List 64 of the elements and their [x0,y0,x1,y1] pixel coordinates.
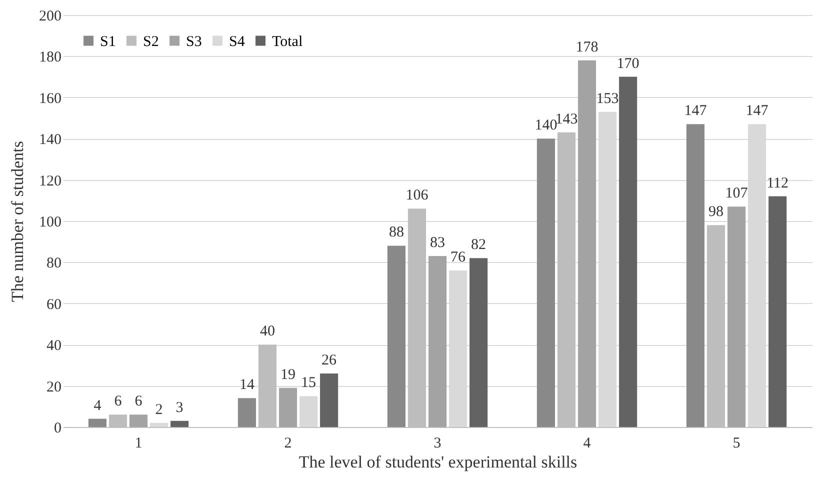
legend-label: S2 [143,34,159,50]
data-label: 112 [766,175,789,192]
data-label: 6 [134,394,143,410]
data-label: 178 [576,39,598,56]
x-tick-label: 4 [583,436,592,452]
data-label: 3 [176,400,184,416]
bar [170,420,189,427]
y-tick-label: 40 [46,338,62,354]
legend-label: S1 [100,34,116,50]
data-label: 153 [596,90,619,107]
bar [470,258,488,427]
y-tick-label: 180 [39,50,62,66]
bar [387,246,406,427]
legend-label: Total [272,34,303,50]
bar [686,124,704,427]
legend-label: S3 [186,34,202,50]
bar [238,398,256,427]
data-label: 2 [155,402,163,418]
data-label: 83 [430,235,445,252]
bar [578,60,596,427]
data-label: 106 [406,188,429,204]
data-label: 147 [746,103,769,120]
data-label: 140 [534,118,558,134]
data-label: 40 [260,324,275,340]
bar [768,196,787,427]
bar [150,422,168,427]
y-tick-label: 80 [46,256,62,272]
data-label: 98 [708,204,724,220]
data-label: 88 [388,224,404,241]
data-label: 170 [616,56,640,72]
bar [129,414,148,427]
x-tick-label: 1 [134,436,142,452]
bar [619,76,638,427]
data-label: 15 [301,375,316,392]
bar [727,206,746,427]
x-axis-title: The level of students' experimental skills [298,452,578,472]
x-tick-label: 2 [284,436,292,452]
data-label: 26 [322,352,338,368]
y-tick-label: 140 [39,132,62,148]
data-label: 6 [114,394,122,410]
y-axis-title: The number of students [8,141,27,302]
y-tick-label: 200 [39,8,62,24]
bar [278,388,298,427]
y-tick-label: 160 [39,90,62,107]
y-tick-label: 120 [39,173,62,190]
bar [299,396,318,427]
y-tick-label: 60 [46,296,62,313]
y-tick-label: 0 [54,420,62,436]
data-label: 19 [280,366,296,383]
x-tick-label: 5 [732,436,740,452]
bar [536,138,555,427]
data-label: 107 [725,186,748,202]
bar [88,418,106,427]
bar [320,373,338,427]
data-label: 4 [94,398,102,414]
legend-label: S4 [229,34,246,50]
x-tick-label: 3 [434,436,442,452]
y-tick-label: 100 [39,214,62,230]
data-label: 14 [239,377,255,394]
data-label: 76 [450,249,466,266]
bar [428,256,447,427]
data-label: 147 [684,103,708,120]
data-label: 82 [471,237,486,254]
y-tick-label: 20 [46,379,62,396]
